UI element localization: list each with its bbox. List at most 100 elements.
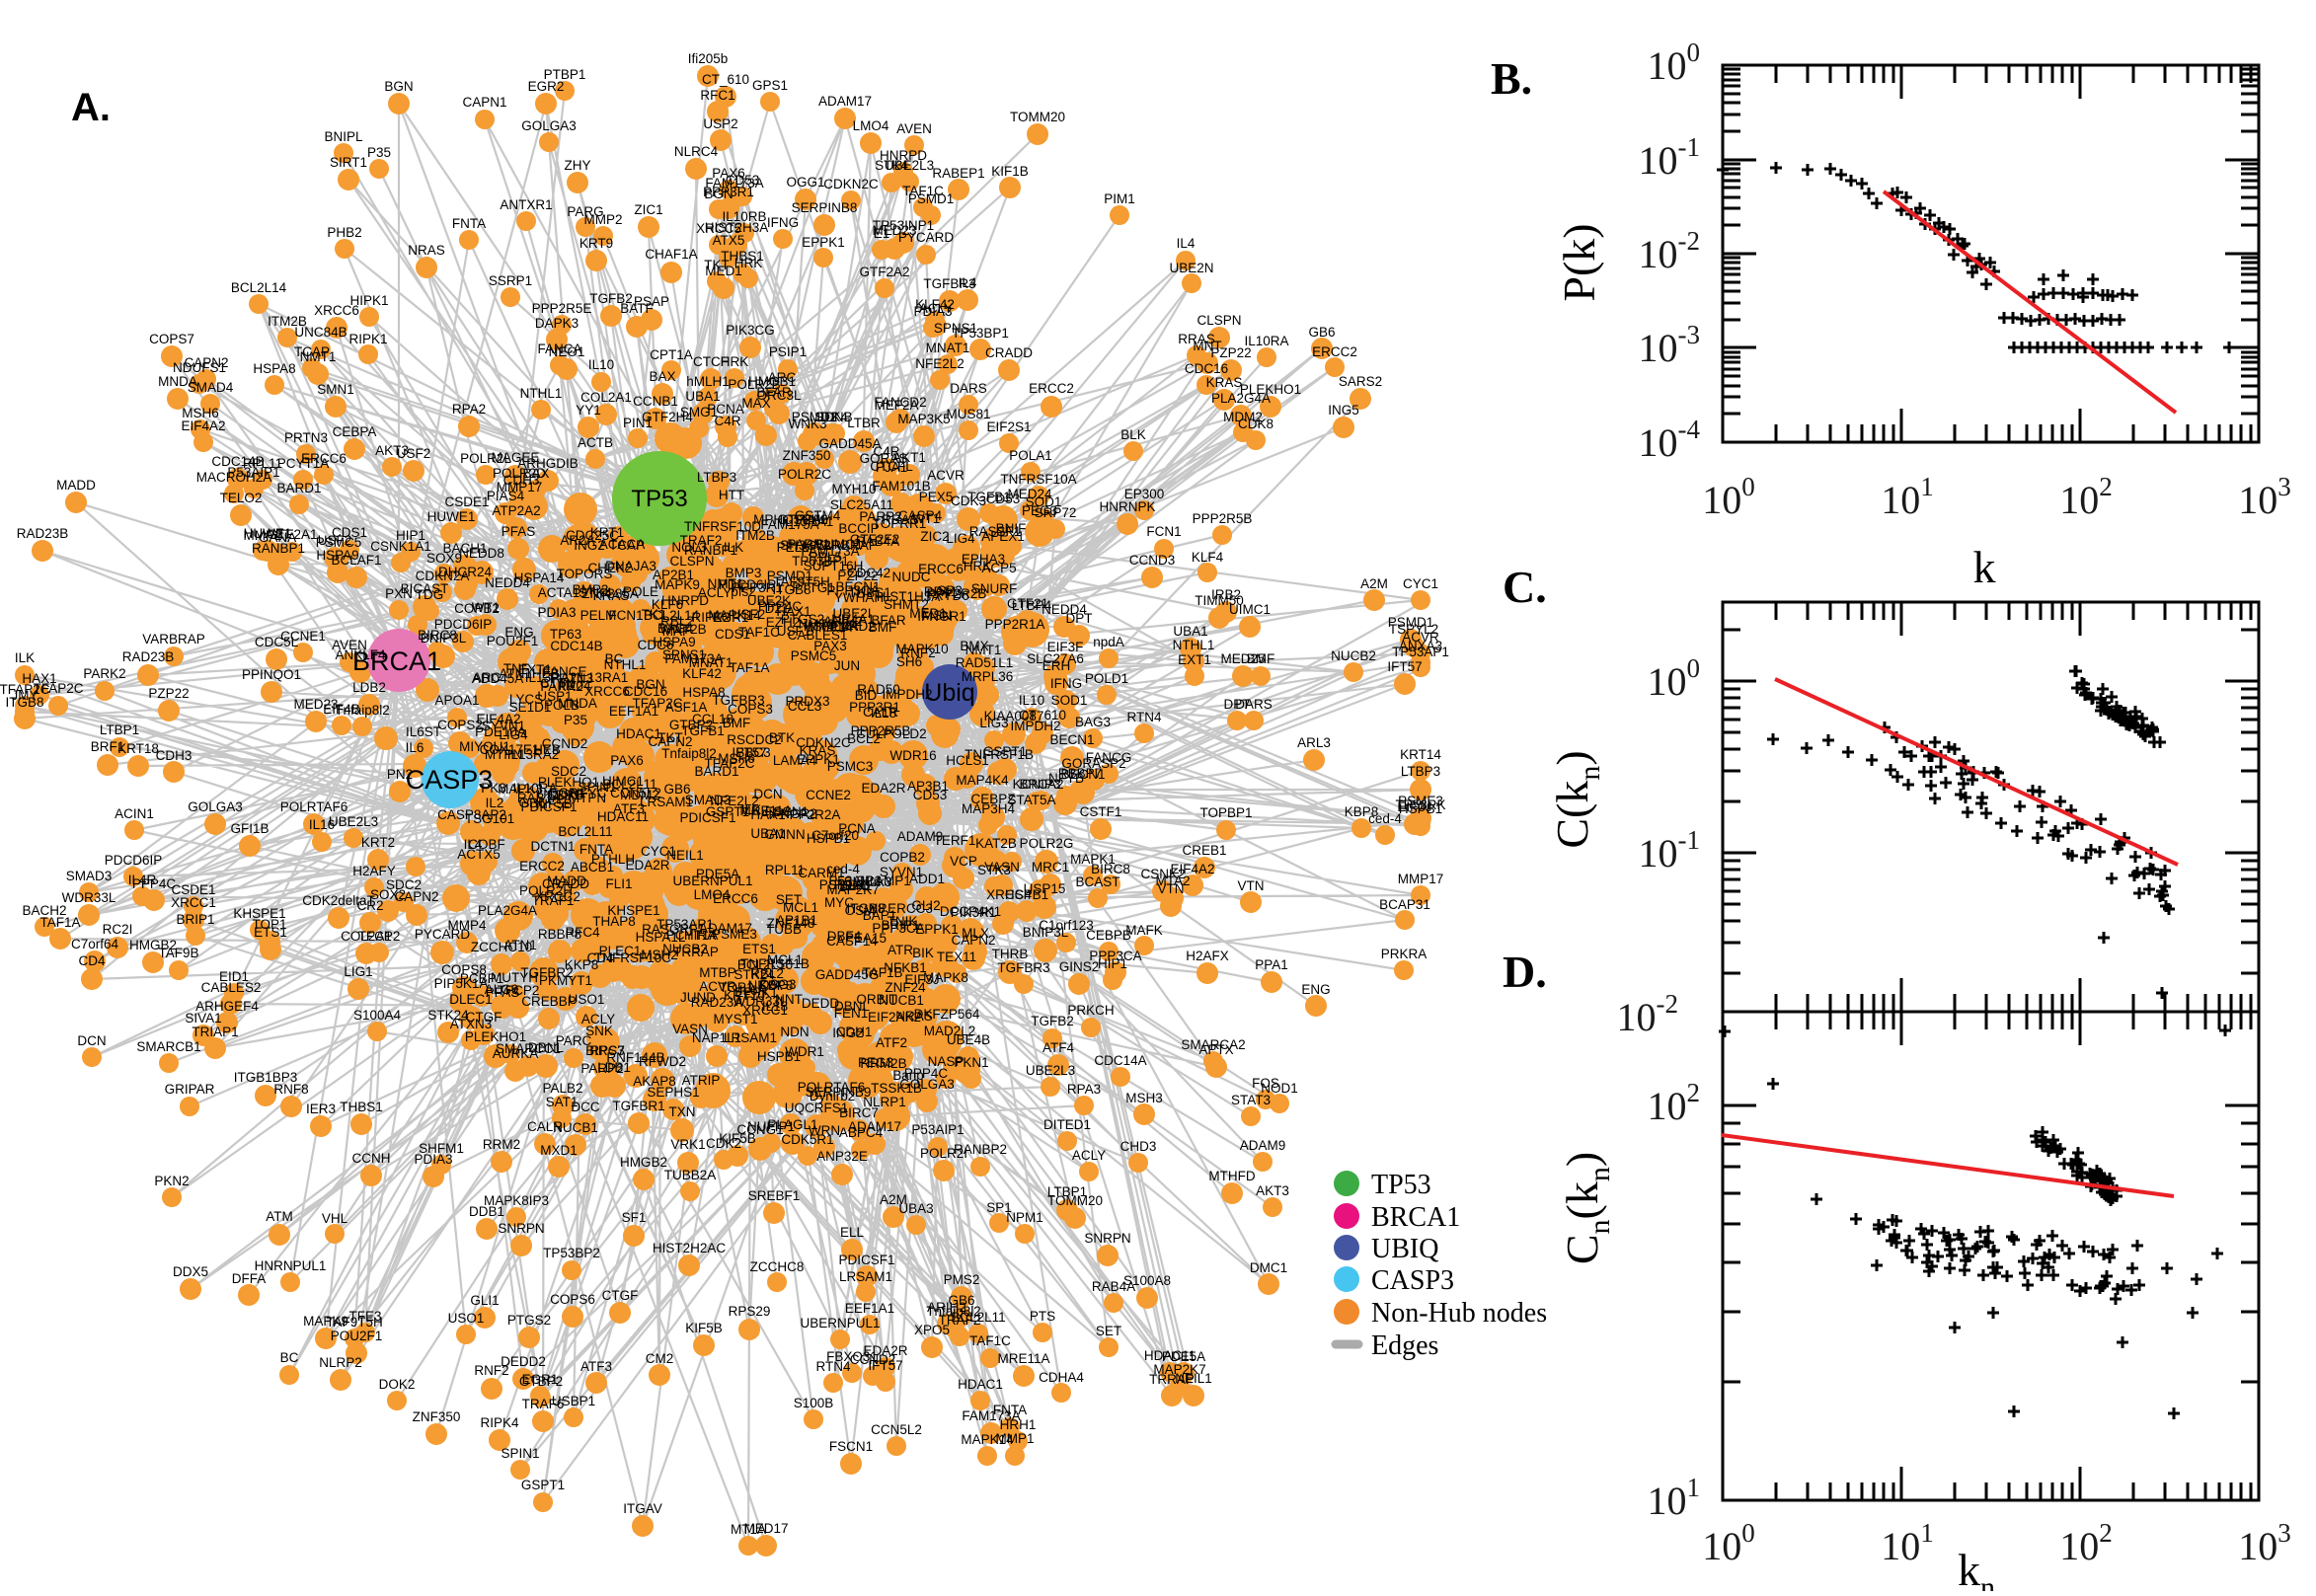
svg-text:PSMD1: PSMD1: [1388, 615, 1434, 630]
svg-text:MED24: MED24: [1007, 487, 1052, 501]
svg-text:MADD: MADD: [56, 478, 96, 493]
svg-text:DEDD: DEDD: [802, 996, 840, 1011]
svg-text:RRAS: RRAS: [1178, 332, 1215, 346]
svg-text:CULPOLD2: CULPOLD2: [856, 726, 926, 741]
svg-text:BAG4: BAG4: [657, 621, 694, 636]
svg-text:BAG3: BAG3: [1075, 715, 1111, 729]
svg-text:AP2B1: AP2B1: [653, 568, 694, 582]
svg-text:ACVR: ACVR: [927, 468, 965, 483]
svg-text:MAPK10: MAPK10: [895, 642, 948, 656]
svg-text:HIST2H2AC: HIST2H2AC: [653, 1241, 727, 1255]
svg-text:GOLGA3: GOLGA3: [188, 799, 243, 814]
svg-text:PCNA: PCNA: [707, 402, 744, 417]
svg-text:PPP2R2A: PPP2R2A: [781, 807, 841, 822]
svg-text:CCNE2: CCNE2: [806, 788, 851, 802]
svg-text:SPIN1: SPIN1: [501, 1446, 539, 1461]
svg-text:MMP4: MMP4: [447, 918, 486, 933]
svg-text:FANCG: FANCG: [1086, 750, 1132, 765]
svg-text:RIPK4: RIPK4: [480, 1415, 519, 1430]
svg-text:KIF5B: KIF5B: [685, 1321, 723, 1335]
svg-text:SMARCB1: SMARCB1: [136, 1039, 200, 1054]
svg-text:VARBRAP: VARBRAP: [142, 632, 205, 646]
svg-text:RANBP1: RANBP1: [252, 541, 305, 556]
svg-text:TCAP: TCAP: [294, 344, 330, 359]
svg-text:GLI1: GLI1: [470, 1293, 499, 1308]
svg-text:P53AIP1: P53AIP1: [911, 1122, 964, 1137]
svg-text:TAF1A: TAF1A: [39, 915, 80, 930]
svg-text:HDAC1: HDAC1: [958, 1377, 1003, 1392]
svg-text:AKT3: AKT3: [375, 443, 409, 458]
svg-text:Tnfaip8l2: Tnfaip8l2: [335, 703, 390, 718]
svg-text:PMS2: PMS2: [944, 1272, 980, 1287]
svg-text:C.: C.: [1503, 562, 1547, 612]
svg-text:k: k: [1973, 542, 1996, 592]
svg-text:FANCA: FANCA: [537, 342, 581, 356]
svg-text:ASF1A: ASF1A: [665, 700, 708, 715]
svg-text:ZCCHC10: ZCCHC10: [471, 940, 532, 954]
svg-text:C7orf64: C7orf64: [71, 937, 119, 951]
svg-text:NUCB2: NUCB2: [1331, 648, 1376, 663]
svg-text:PRKRA: PRKRA: [1381, 947, 1428, 961]
svg-text:IFT57: IFT57: [1387, 659, 1422, 674]
svg-text:CEBPA: CEBPA: [333, 424, 377, 439]
svg-text:MTHFD: MTHFD: [1208, 1169, 1255, 1183]
svg-text:BECN1: BECN1: [1049, 732, 1094, 747]
svg-text:TNFRSF10D: TNFRSF10D: [684, 519, 761, 534]
svg-text:WT1: WT1: [912, 511, 941, 526]
svg-text:BTK: BTK: [769, 730, 795, 745]
svg-text:ITGAV: ITGAV: [623, 1501, 662, 1516]
svg-text:LTBP1: LTBP1: [100, 722, 139, 737]
svg-text:POLR2G: POLR2G: [1020, 836, 1074, 851]
svg-text:KRT2: KRT2: [361, 835, 395, 850]
svg-text:BARD1: BARD1: [694, 764, 738, 779]
svg-text:EGR1: EGR1: [522, 1372, 559, 1387]
svg-text:D.: D.: [1503, 947, 1547, 997]
svg-text:CREB1: CREB1: [1182, 843, 1226, 858]
svg-text:PSIP1: PSIP1: [769, 344, 807, 359]
svg-text:USBP1: USBP1: [552, 1394, 595, 1408]
svg-text:SIRT1: SIRT1: [330, 155, 367, 170]
svg-text:PFAS: PFAS: [502, 524, 536, 539]
svg-text:TXN: TXN: [669, 1104, 696, 1119]
svg-text:HIP1: HIP1: [1098, 956, 1127, 971]
svg-text:Ifi205b: Ifi205b: [688, 51, 729, 66]
svg-text:ADAM17: ADAM17: [818, 94, 872, 109]
svg-text:BRF1: BRF1: [91, 739, 125, 754]
svg-text:IL2: IL2: [486, 796, 504, 810]
svg-text:ANTXR1: ANTXR1: [500, 197, 552, 212]
svg-text:CCND3: CCND3: [1129, 553, 1176, 568]
svg-text:SREBF1: SREBF1: [748, 1188, 801, 1203]
svg-text:EPPK1: EPPK1: [797, 752, 840, 767]
svg-text:CDC14A: CDC14A: [1094, 1053, 1146, 1068]
svg-text:PJA1: PJA1: [876, 460, 907, 475]
svg-text:DAPK3: DAPK3: [535, 316, 579, 331]
svg-text:PTGS2: PTGS2: [507, 1313, 551, 1328]
svg-text:CHD3: CHD3: [1120, 1139, 1157, 1154]
svg-text:PPA1: PPA1: [1255, 957, 1288, 972]
svg-text:CALR: CALR: [863, 705, 898, 720]
svg-text:VTN: VTN: [1238, 878, 1265, 893]
svg-text:CYC1: CYC1: [1403, 576, 1438, 591]
svg-text:PARG: PARG: [567, 204, 603, 219]
svg-text:CCNE1: CCNE1: [280, 629, 326, 644]
svg-text:CSTF1: CSTF1: [1080, 804, 1122, 819]
svg-text:TOMM20: TOMM20: [1010, 110, 1065, 124]
svg-text:COPS3: COPS3: [728, 702, 773, 717]
svg-text:EIF4A2: EIF4A2: [181, 418, 225, 433]
svg-text:CASP3: CASP3: [1371, 1265, 1454, 1296]
svg-text:NLRC4: NLRC4: [674, 144, 719, 159]
svg-text:UIMC1: UIMC1: [602, 774, 644, 789]
svg-text:HSPA8: HSPA8: [253, 361, 295, 376]
svg-text:ACTX5: ACTX5: [457, 847, 501, 862]
svg-text:BMF: BMF: [1247, 651, 1275, 666]
svg-text:TGFB1: TGFB1: [681, 723, 725, 738]
svg-text:GLI2: GLI2: [911, 898, 940, 913]
svg-text:ZNF24: ZNF24: [885, 980, 926, 995]
svg-text:ORC3L: ORC3L: [756, 388, 802, 403]
svg-text:NRAS: NRAS: [895, 1009, 933, 1024]
svg-text:HNRNPUL1: HNRNPUL1: [255, 1258, 327, 1273]
svg-text:H2AFX: H2AFX: [1186, 949, 1229, 963]
svg-text:KRT9: KRT9: [579, 236, 613, 251]
svg-text:EIF4A2: EIF4A2: [1170, 862, 1214, 876]
svg-text:IL6: IL6: [406, 740, 425, 755]
